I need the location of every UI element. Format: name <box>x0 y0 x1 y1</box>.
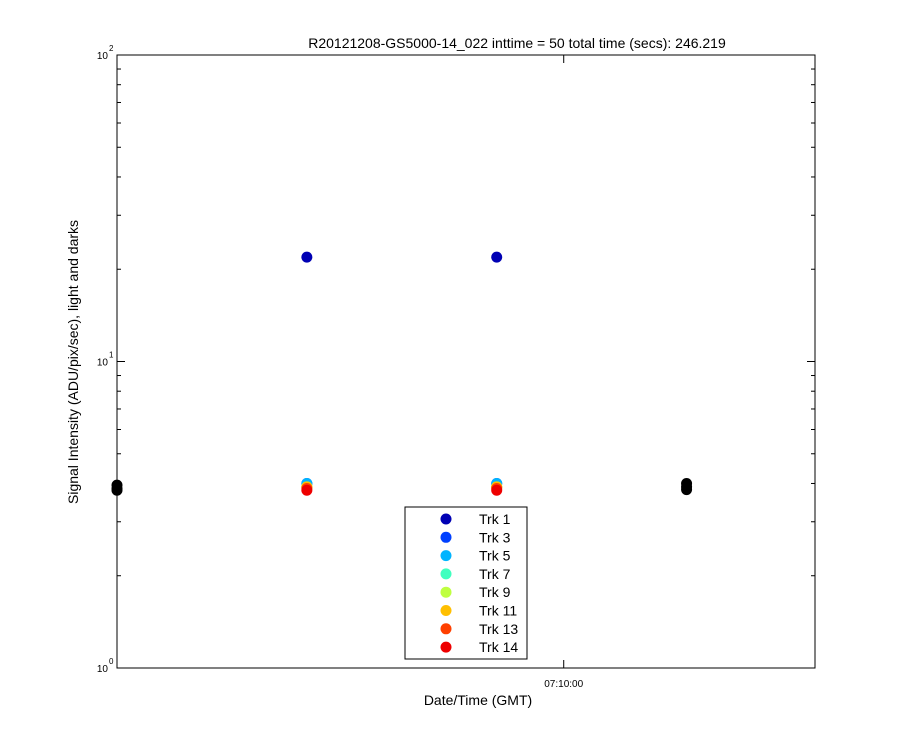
legend-label: Trk 14 <box>479 639 518 655</box>
y-tick-label-base: 10 <box>97 358 109 369</box>
legend-marker <box>440 568 452 580</box>
legend-label: Trk 13 <box>479 621 518 637</box>
legend-label: Trk 7 <box>479 566 511 582</box>
legend-marker <box>440 550 452 562</box>
x-tick-label: 07:10:00 <box>544 679 583 690</box>
legend-marker <box>440 641 452 653</box>
y-tick-label-base: 10 <box>97 664 109 675</box>
legend-item: Trk 14 <box>440 639 518 655</box>
legend-marker <box>440 605 452 616</box>
y-tick-label-exponent: 0 <box>109 657 114 666</box>
dark-data-point <box>681 484 693 496</box>
chart-title: R20121208-GS5000-14_022 inttime = 50 tot… <box>308 35 726 51</box>
data-point-trk-1 <box>491 251 503 263</box>
legend-item: Trk 11 <box>440 603 517 619</box>
dark-data-point <box>111 484 123 496</box>
y-tick-label-exponent: 1 <box>109 351 114 360</box>
legend-item: Trk 3 <box>440 529 511 545</box>
x-axis-label: Date/Time (GMT) <box>424 692 532 708</box>
legend: Trk 1 Trk 3 Trk 5 Trk 7 Trk 9 Trk 11 Trk 13 Trk… <box>404 506 528 660</box>
data-points <box>111 251 693 496</box>
x-axis-ticks: 07:10:00 <box>544 55 584 690</box>
legend-label: Trk 1 <box>479 511 511 527</box>
legend-marker <box>440 513 452 525</box>
legend-marker <box>440 623 452 635</box>
legend-box <box>404 506 528 660</box>
legend-marker <box>440 586 452 598</box>
legend-item: Trk 9 <box>440 584 511 600</box>
data-point-trk-14 <box>301 484 313 496</box>
data-point-trk-1 <box>301 251 313 263</box>
y-axis-label: Signal Intensity (ADU/pix/sec), light an… <box>65 220 81 504</box>
y-tick-label-base: 10 <box>97 51 109 62</box>
legend-item: Trk 1 <box>440 511 511 527</box>
legend-label: Trk 3 <box>479 529 511 545</box>
legend-item: Trk 7 <box>440 566 511 582</box>
y-tick-label-exponent: 2 <box>109 44 114 53</box>
legend-label: Trk 9 <box>479 584 511 600</box>
legend-label: Trk 11 <box>479 603 517 619</box>
data-point-trk-14 <box>491 484 503 496</box>
legend-label: Trk 5 <box>479 548 511 564</box>
legend-marker <box>440 531 452 543</box>
legend-item: Trk 5 <box>440 548 511 564</box>
legend-item: Trk 13 <box>440 621 518 637</box>
